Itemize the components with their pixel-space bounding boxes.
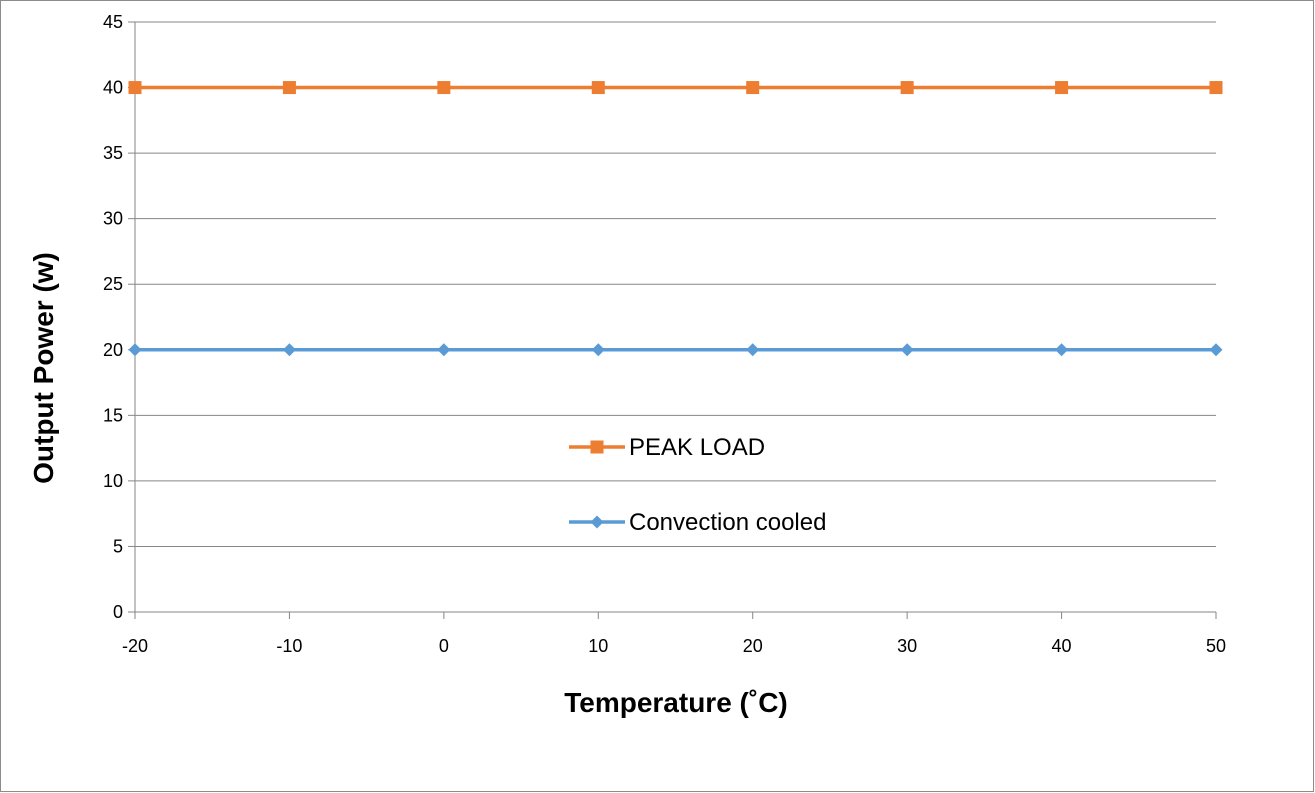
- y-tick-label: 35: [103, 143, 123, 163]
- y-tick-label: 20: [103, 340, 123, 360]
- legend-swatch-marker: [590, 515, 604, 529]
- data-point: [437, 343, 451, 357]
- x-tick-label: 0: [439, 636, 449, 656]
- data-point: [591, 81, 605, 95]
- y-tick-labels: 0 5 10 15 20 25 30 35 40 45: [103, 12, 123, 622]
- legend: PEAK LOAD Convection cooled: [569, 434, 826, 536]
- data-point: [746, 343, 760, 357]
- series-peak-load: [128, 81, 1223, 95]
- x-axis-title: Temperature (˚C): [564, 687, 788, 718]
- x-tick-label: 40: [1052, 636, 1072, 656]
- data-point: [900, 81, 914, 95]
- x-tick-label: 50: [1206, 636, 1226, 656]
- legend-item: Convection cooled: [569, 509, 826, 536]
- y-tick-label: 5: [113, 536, 123, 556]
- data-point: [591, 343, 605, 357]
- data-point: [1055, 81, 1069, 95]
- y-tick-label: 40: [103, 78, 123, 98]
- y-tick-label: 45: [103, 12, 123, 32]
- y-tick-label: 10: [103, 471, 123, 491]
- legend-label: PEAK LOAD: [629, 434, 765, 461]
- series-convection-cooled: [128, 343, 1223, 357]
- data-point: [128, 81, 142, 95]
- data-point: [282, 81, 296, 95]
- y-axis-title: Output Power (w): [28, 252, 59, 484]
- y-tick-label: 30: [103, 209, 123, 229]
- data-point: [282, 343, 296, 357]
- y-tick-label: 0: [113, 602, 123, 622]
- legend-swatch-marker: [590, 440, 604, 454]
- gridlines: [135, 21, 1216, 547]
- data-point: [900, 343, 914, 357]
- legend-item: PEAK LOAD: [569, 434, 765, 461]
- legend-label: Convection cooled: [629, 509, 826, 536]
- x-tick-label: -20: [122, 636, 148, 656]
- x-tick-label: -10: [276, 636, 302, 656]
- x-tick-label: 20: [743, 636, 763, 656]
- x-tick-labels: -20 -10 0 10 20 30 40 50: [122, 636, 1226, 656]
- x-tick-label: 10: [588, 636, 608, 656]
- data-point: [437, 81, 451, 95]
- data-point: [1209, 343, 1223, 357]
- data-point: [1055, 343, 1069, 357]
- y-tick-label: 25: [103, 274, 123, 294]
- data-point: [1209, 81, 1223, 95]
- data-point: [746, 81, 760, 95]
- x-tick-label: 30: [897, 636, 917, 656]
- y-tick-label: 15: [103, 405, 123, 425]
- data-point: [128, 343, 142, 357]
- series: [128, 81, 1223, 357]
